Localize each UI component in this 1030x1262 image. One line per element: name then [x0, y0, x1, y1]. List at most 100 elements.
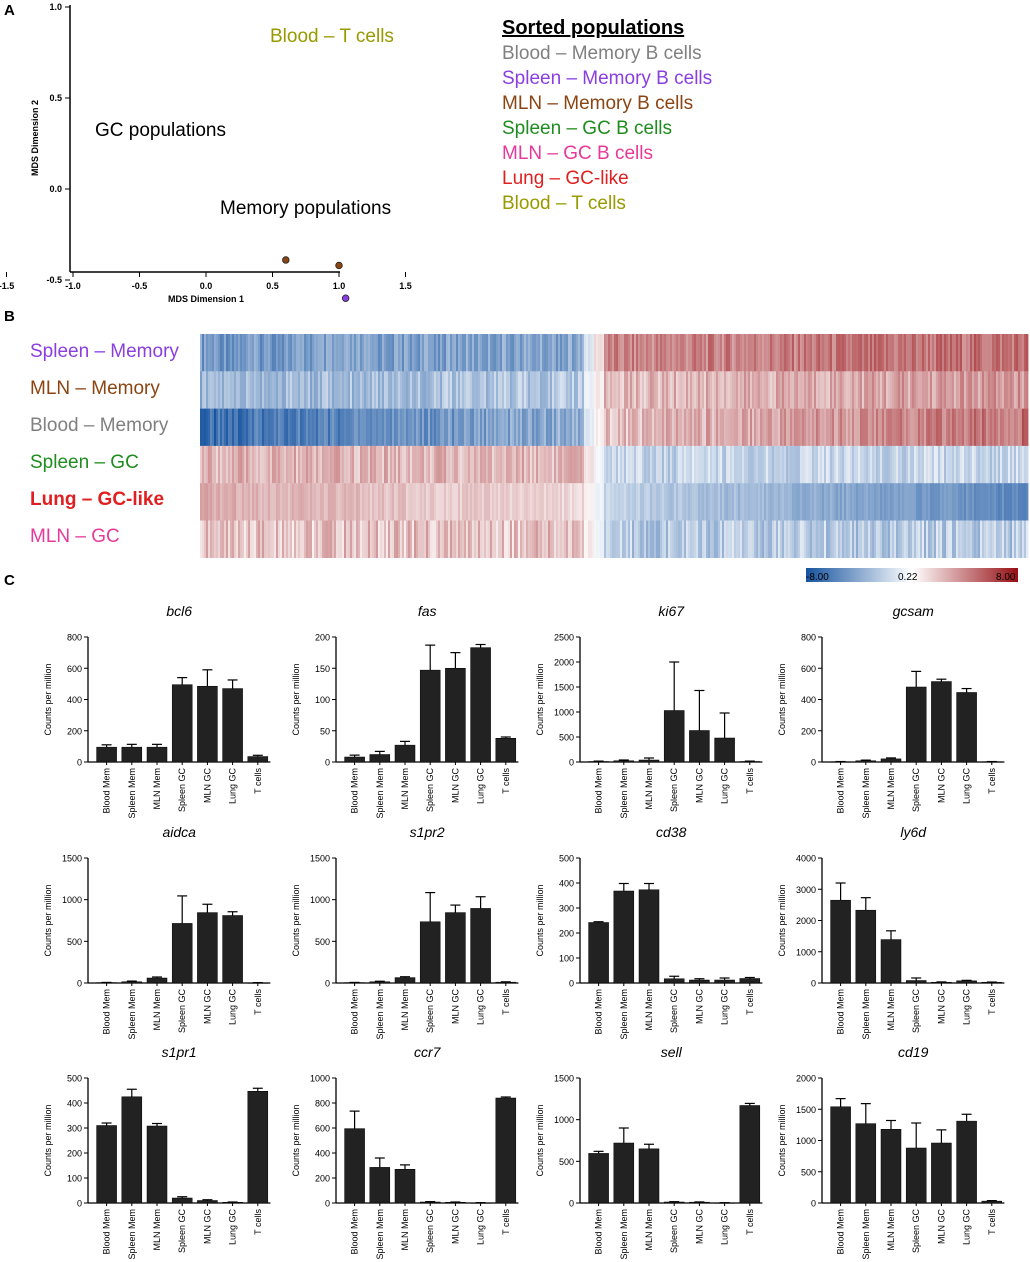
heatmap-cell [564, 520, 567, 558]
heatmap-cell [424, 408, 427, 447]
x-tick-label: Blood Mem [102, 1209, 112, 1255]
y-axis-label: Counts per million [535, 1104, 545, 1176]
heatmap-cell [472, 445, 475, 484]
heatmap-cell [340, 520, 343, 558]
heatmap-cell [846, 445, 849, 484]
heatmap-cell [512, 408, 515, 447]
heatmap-cell [260, 371, 263, 409]
heatmap-cell [516, 371, 519, 409]
heatmap-cell [308, 334, 311, 372]
heatmap-cell [978, 334, 981, 372]
heatmap-cell [316, 408, 319, 447]
heatmap-cell [762, 483, 765, 521]
heatmap-cell [258, 334, 261, 372]
heatmap-cell [292, 445, 295, 484]
heatmap-cell [562, 371, 565, 409]
heatmap-cell [604, 371, 607, 409]
heatmap-cell [324, 445, 327, 484]
heatmap-cell [760, 445, 763, 484]
heatmap-cell [718, 520, 721, 558]
heatmap-cell [286, 408, 289, 447]
heatmap-cell [210, 334, 213, 372]
heatmap-cell [962, 408, 965, 447]
heatmap-cell [274, 334, 277, 372]
heatmap-cell [478, 483, 481, 521]
legend-item: MLN – GC B cells [502, 143, 653, 164]
heatmap-cell [894, 520, 897, 558]
heatmap-cell [836, 371, 839, 409]
heatmap-cell [668, 371, 671, 409]
heatmap-cell [438, 408, 441, 447]
heatmap-cell [948, 408, 951, 447]
heatmap-cell [1010, 445, 1013, 484]
heatmap-cell [346, 408, 349, 447]
heatmap-cell [862, 371, 865, 409]
heatmap-cell [906, 520, 909, 558]
heatmap-cell [290, 334, 293, 372]
heatmap-cell [260, 483, 263, 521]
heatmap-cell [912, 445, 915, 484]
heatmap-cell [912, 520, 915, 558]
heatmap-cell [434, 520, 437, 558]
heatmap-cell [858, 408, 861, 447]
heatmap-cell [906, 334, 909, 372]
bar [495, 738, 517, 763]
heatmap-cell [924, 334, 927, 372]
x-tick-label: T cells [987, 989, 997, 1015]
heatmap-cell [274, 371, 277, 409]
heatmap-cell [282, 483, 285, 521]
heatmap-cell [1018, 334, 1021, 372]
heatmap-cell [292, 334, 295, 372]
heatmap-cell [356, 445, 359, 484]
heatmap-cell [1014, 483, 1017, 521]
heatmap-cell [858, 483, 861, 521]
heatmap-cell [360, 483, 363, 521]
heatmap-cell [954, 445, 957, 484]
heatmap-cell [924, 371, 927, 409]
heatmap-cell [530, 483, 533, 521]
heatmap-cell [594, 520, 597, 558]
heatmap-cell [366, 445, 369, 484]
heatmap-cell [562, 483, 565, 521]
heatmap-cell [614, 408, 617, 447]
heatmap-cell [844, 371, 847, 409]
heatmap-cell [332, 445, 335, 484]
heatmap-cell [440, 483, 443, 521]
heatmap-cell [856, 371, 859, 409]
heatmap-cell [564, 483, 567, 521]
heatmap-cell [678, 408, 681, 447]
heatmap-cell [782, 334, 785, 372]
heatmap-cell [640, 483, 643, 521]
heatmap-cell [284, 371, 287, 409]
heatmap-cell [774, 371, 777, 409]
heatmap-cell [746, 483, 749, 521]
heatmap-cell [490, 408, 493, 447]
heatmap-cell [1026, 445, 1029, 484]
heatmap-cell [306, 334, 309, 372]
heatmap-cell [590, 520, 593, 558]
heatmap-cell [798, 371, 801, 409]
heatmap-cell [210, 371, 213, 409]
heatmap-cell [856, 483, 859, 521]
y-tick-label: 1500 [554, 1074, 574, 1084]
heatmap-cell [796, 371, 799, 409]
y-tick-label: 200 [559, 929, 574, 939]
heatmap-cell [754, 408, 757, 447]
heatmap-cell [606, 334, 609, 372]
heatmap-cell [418, 445, 421, 484]
heatmap-cell [916, 334, 919, 372]
heatmap-cell [612, 445, 615, 484]
heatmap-cell [484, 483, 487, 521]
heatmap-cell [548, 483, 551, 521]
x-tick-label: T cells [501, 1209, 511, 1235]
heatmap-cell [966, 483, 969, 521]
heatmap-cell [348, 334, 351, 372]
heatmap-cell [630, 334, 633, 372]
heatmap-cell [908, 408, 911, 447]
heatmap-cell [754, 334, 757, 372]
heatmap-cell [336, 408, 339, 447]
heatmap-cell [536, 483, 539, 521]
heatmap-cell [930, 520, 933, 558]
heatmap-cell [698, 371, 701, 409]
heatmap-cell [356, 408, 359, 447]
